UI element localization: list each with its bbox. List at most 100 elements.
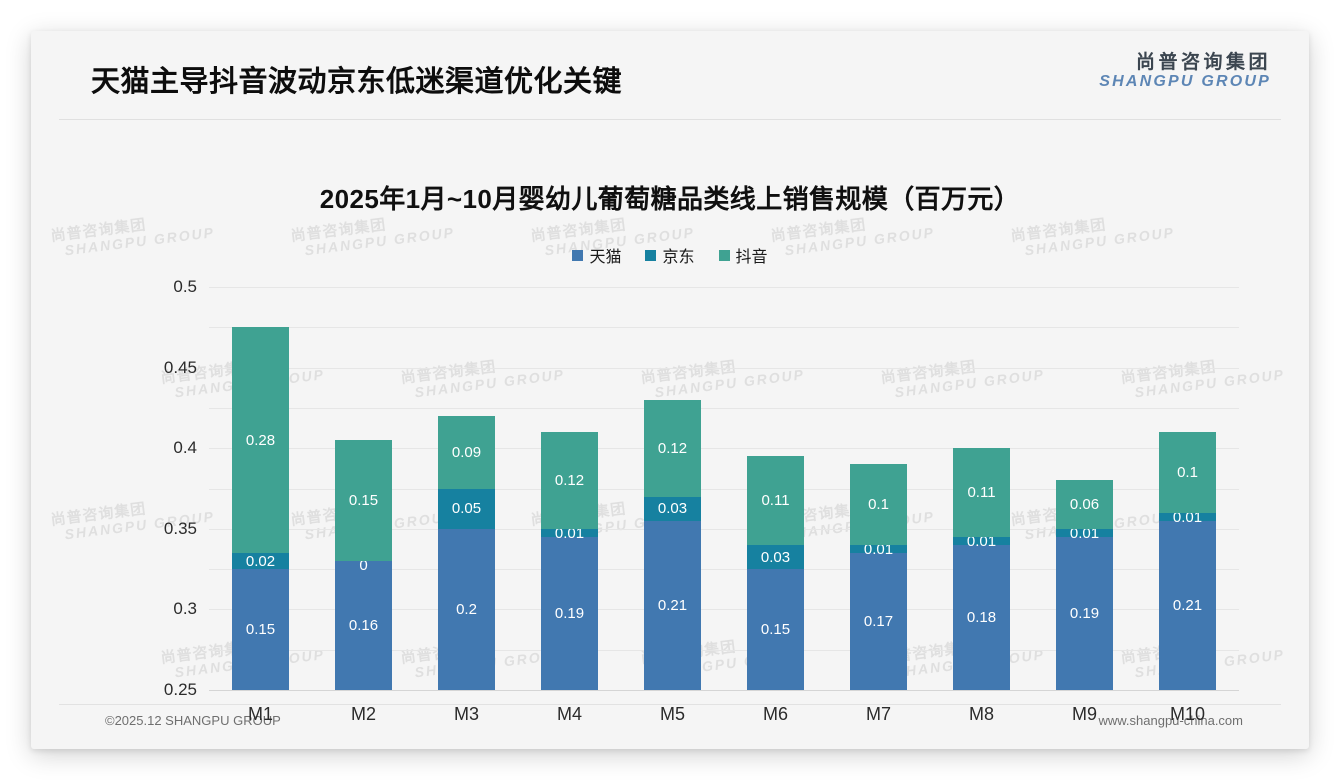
bar-segment[interactable]: 0.17 (850, 552, 907, 690)
page-title: 天猫主导抖音波动京东低迷渠道优化关键 (91, 66, 623, 98)
bar-segment[interactable]: 0.05 (438, 488, 495, 529)
bar-segment[interactable]: 0.09 (438, 415, 495, 489)
y-axis-tick-label: 0.5 (173, 277, 197, 296)
bar-value-label: 0.19 (1069, 604, 1100, 622)
bar-segment[interactable]: 0.15 (747, 569, 804, 690)
bar-value-label: 0.03 (760, 548, 791, 566)
bar-segment[interactable]: 0.12 (644, 399, 701, 497)
legend-item-2[interactable]: 抖音 (718, 243, 768, 267)
x-axis-tick-label: M2 (350, 704, 377, 724)
bar-segment[interactable]: 0.03 (644, 496, 701, 521)
slide-card: 天猫主导抖音波动京东低迷渠道优化关键 尚普咨询集团 SHANGPU GROUP … (31, 31, 1309, 749)
bar-value-label: 0.09 (451, 443, 482, 461)
bar-value-label: 0.15 (760, 621, 791, 639)
bar-segment[interactable]: 0.19 (541, 536, 598, 690)
bar-value-label: 0.06 (1069, 496, 1100, 514)
chart-title: 2025年1月~10月婴幼儿葡萄糖品类线上销售规模（百万元） (319, 184, 1021, 214)
watermark-text-cn: 尚普咨询集团 (769, 216, 868, 245)
bar-segment[interactable]: 0.21 (644, 520, 701, 690)
y-axis-tick-label: 0.35 (163, 518, 197, 538)
y-axis-tick-label: 0.4 (173, 438, 197, 458)
bar-segment[interactable]: 0.16 (335, 561, 392, 690)
bar-segment[interactable]: 0.01 (953, 534, 1010, 549)
bar-value-label: 0.15 (348, 492, 379, 510)
gridline: 0.15 (209, 569, 1239, 571)
x-axis-tick-label: M4 (556, 704, 583, 724)
footer-website-url[interactable]: www.shangpu-china.com (1098, 713, 1243, 728)
bar-value-label: 0.11 (967, 484, 996, 502)
bar-segment[interactable]: 0.1 (1159, 432, 1216, 513)
bar-value-label: 0.1 (868, 496, 889, 514)
bar-value-label: 0.12 (554, 471, 585, 489)
watermark-text-cn: 尚普咨询集团 (289, 216, 388, 245)
gridline: 0.05 (209, 649, 1239, 651)
bar-segment[interactable]: 0.02 (232, 553, 289, 570)
bar-value-label: 0.01 (863, 540, 894, 558)
bar-segment[interactable]: 0.1 (850, 464, 907, 545)
legend-label: 京东 (662, 249, 695, 266)
chart-container: 尚普咨询集团 SHANGPU GROUP 尚普咨询集团 SHANGPU GROUP 尚普… (31, 207, 1309, 724)
gridline: 0.45 (164, 327, 1239, 377)
x-axis-tick-label: M1 (247, 704, 274, 724)
brand-name-en: SHANGPU GROUP (1099, 72, 1271, 90)
bar-value-label: 0.17 (863, 612, 894, 630)
x-axis-tick-label: M3 (453, 704, 480, 724)
y-axis-tick-label: 0.25 (163, 680, 197, 699)
bar-value-label: 0.01 (554, 524, 585, 542)
legend-swatch-icon (572, 249, 584, 261)
bar-segment[interactable]: 0.01 (541, 526, 598, 541)
legend-label: 天猫 (589, 249, 622, 266)
bar-value-label: 0.15 (245, 621, 276, 639)
bar-value-label: 0.01 (966, 532, 997, 550)
gridline: 0.5 (173, 277, 1239, 296)
bar-segment[interactable]: 0.11 (953, 448, 1010, 537)
legend-swatch-icon (645, 249, 657, 261)
bar-value-label: 0.11 (761, 492, 790, 510)
chart-legend: 天猫 京东 抖音 (31, 243, 1309, 267)
bar-segment[interactable]: 0.11 (747, 456, 804, 545)
footer-divider (59, 704, 1281, 705)
bar-value-label: 0.12 (657, 439, 688, 457)
bar-value-label: 0.16 (348, 617, 379, 635)
bar-segment[interactable]: 0.03 (747, 544, 804, 570)
bar-segment[interactable]: 0.01 (1159, 510, 1216, 525)
bar-value-label: 0.21 (657, 596, 688, 614)
gridline: 0.25 (164, 488, 1239, 699)
x-axis-tick-label: M7 (865, 704, 892, 724)
x-axis-tick-label: M5 (659, 704, 686, 724)
legend-swatch-icon (718, 249, 730, 261)
x-axis-tick-label: M8 (968, 704, 995, 724)
x-axis-tick-label: M10 (1169, 704, 1206, 724)
bar-segment[interactable]: 0.2 (438, 528, 495, 690)
bar-segment[interactable]: 0.15 (335, 440, 392, 562)
bar-value-label: 0.1 (1177, 463, 1198, 481)
watermark-text-cn: 尚普咨询集团 (1009, 216, 1108, 245)
bar-segment[interactable]: 0.01 (850, 542, 907, 557)
bar-segment[interactable]: 0.19 (1056, 536, 1113, 690)
bar-value-label: 0.18 (966, 608, 997, 626)
x-axis-tick-label: M9 (1071, 704, 1098, 724)
x-axis-tick-label: M6 (762, 704, 789, 724)
plot-area: 0.50.450.40.350.30.250.20.150.10.0500.15… (164, 277, 1239, 724)
y-axis-tick-label: 0.3 (173, 599, 197, 619)
gridline: 0.4 (173, 367, 1239, 457)
bar-value-label: 0.21 (1172, 596, 1203, 614)
slide-footer: ©2025.12 SHANGPU GROUP www.shangpu-china… (31, 713, 1309, 735)
slide-header: 天猫主导抖音波动京东低迷渠道优化关键 尚普咨询集团 SHANGPU GROUP (31, 31, 1309, 117)
gridline: 0.3 (173, 448, 1239, 618)
legend-item-0[interactable]: 天猫 (572, 243, 621, 267)
gridline: 0 (209, 690, 1239, 691)
legend-item-1[interactable]: 京东 (645, 243, 695, 267)
bar-segment[interactable]: 0.18 (953, 544, 1010, 690)
watermark-text-cn: 尚普咨询集团 (529, 216, 628, 245)
bar-segment[interactable]: 0.15 (232, 569, 289, 690)
bar-segment[interactable]: 0.21 (1159, 520, 1216, 690)
bar-segment[interactable]: 0.12 (541, 432, 598, 529)
bar-value-label: 0.2 (456, 600, 477, 618)
brand-logo: 尚普咨询集团 SHANGPU GROUP (1099, 53, 1271, 91)
bar-segment[interactable]: 0.06 (1056, 480, 1113, 529)
bar-value-label: 0.28 (245, 431, 276, 449)
bar-value-label: 0 (359, 557, 368, 575)
bar-segment[interactable]: 0.28 (232, 327, 289, 553)
bar-segment[interactable]: 0.01 (1056, 526, 1113, 541)
